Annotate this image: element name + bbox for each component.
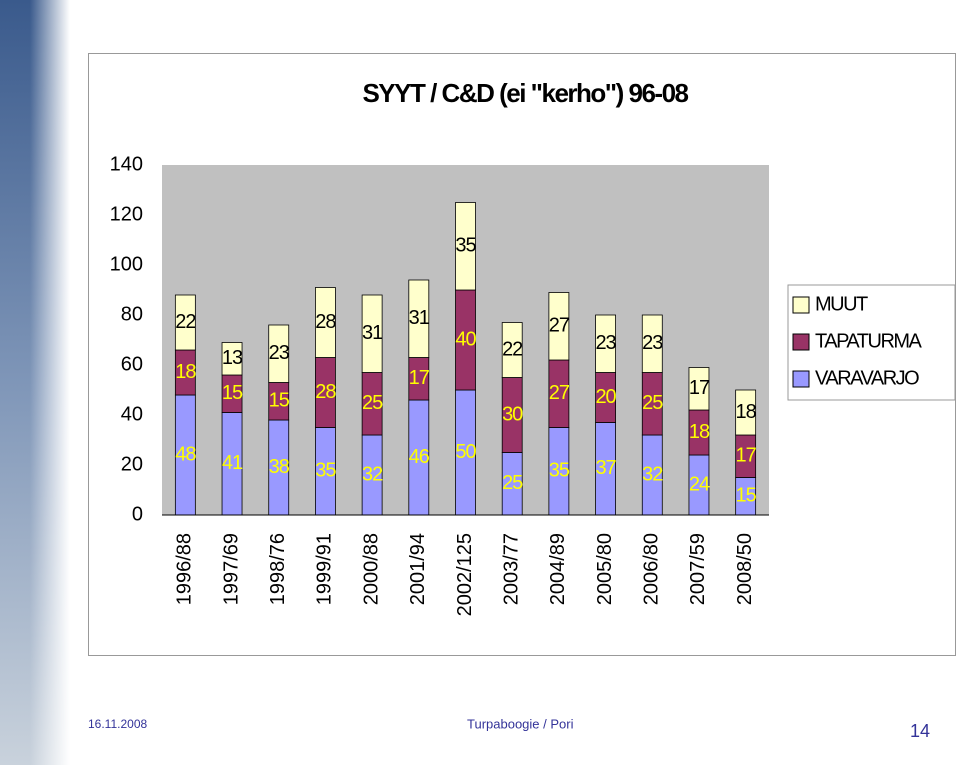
bar-segment [501, 322, 523, 378]
x-tick-label: 2006/80 [641, 533, 663, 605]
data-label: 32 [642, 463, 663, 485]
footer-date: 16.11.2008 [88, 717, 147, 731]
legend-label: TAPATURMA [815, 330, 923, 352]
chart-title: SYYT / C&D (ei "kerho") 96-08 [362, 78, 688, 108]
data-label: 35 [455, 235, 476, 257]
data-label: 40 [455, 328, 476, 350]
data-label: 18 [175, 361, 196, 383]
data-label: 27 [549, 382, 570, 404]
data-label: 46 [409, 446, 430, 468]
bar-segment [408, 279, 430, 358]
x-tick-label: 1996/88 [174, 533, 196, 605]
legend-swatch [792, 296, 810, 314]
data-label: 35 [549, 460, 570, 482]
y-tick-label: 100 [110, 253, 143, 275]
data-label: 28 [315, 381, 336, 403]
y-tick-label: 140 [110, 153, 143, 175]
data-label: 23 [269, 342, 290, 364]
data-label: 17 [409, 367, 430, 389]
bar-segment [361, 294, 383, 373]
legend-label: MUUT [815, 293, 868, 315]
data-label: 35 [315, 460, 336, 482]
x-tick-label: 1998/76 [267, 533, 289, 605]
data-label: 25 [642, 392, 663, 414]
legend-label: VARAVARJO [815, 367, 919, 389]
data-label: 28 [315, 311, 336, 333]
data-label: 30 [502, 403, 523, 425]
x-tick-label: 1999/91 [314, 533, 336, 605]
y-tick-label: 40 [121, 403, 143, 425]
data-label: 15 [736, 485, 757, 507]
data-label: 23 [642, 332, 663, 354]
data-label: 23 [595, 332, 616, 354]
bar-segment [688, 367, 710, 411]
y-tick-label: 80 [121, 303, 143, 325]
data-label: 22 [502, 338, 523, 360]
data-label: 17 [736, 445, 757, 467]
x-tick-label: 2003/77 [500, 533, 522, 605]
data-label: 32 [362, 463, 383, 485]
x-tick-label: 2007/59 [687, 533, 709, 605]
bar-segment [268, 324, 290, 383]
data-label: 41 [222, 452, 243, 474]
data-label: 22 [175, 311, 196, 333]
x-tick-label: 2005/80 [594, 533, 616, 605]
data-label: 31 [409, 307, 430, 329]
data-label: 15 [269, 390, 290, 412]
bar-segment [548, 292, 570, 361]
sky-fade [30, 0, 70, 765]
data-label: 31 [362, 322, 383, 344]
x-tick-label: 2000/88 [360, 533, 382, 605]
bar-segment [315, 287, 336, 358]
data-label: 25 [502, 472, 523, 494]
data-label: 17 [689, 377, 710, 399]
bar-segment [595, 314, 616, 373]
data-label: 24 [689, 473, 710, 495]
data-label: 38 [269, 456, 290, 478]
data-label: 50 [455, 441, 476, 463]
y-tick-label: 120 [110, 203, 143, 225]
page-number: 14 [910, 721, 930, 741]
data-label: 18 [689, 421, 710, 443]
data-label: 13 [222, 347, 243, 369]
x-tick-label: 1997/69 [220, 533, 242, 605]
x-tick-label: 2002/125 [454, 533, 476, 616]
data-label: 20 [595, 386, 616, 408]
data-label: 25 [362, 392, 383, 414]
bar-segment [641, 314, 663, 373]
data-label: 27 [549, 315, 570, 337]
data-label: 48 [175, 443, 196, 465]
bar-segment [174, 294, 196, 351]
bar-segment [221, 342, 243, 376]
y-tick-label: 60 [121, 353, 143, 375]
legend-swatch [792, 333, 810, 351]
legend-box [787, 284, 956, 401]
legend-swatch [792, 370, 810, 388]
data-label: 37 [595, 457, 616, 479]
bar-segment [455, 202, 476, 291]
data-label: 18 [736, 401, 757, 423]
data-label: 15 [222, 382, 243, 404]
y-tick-label: 20 [121, 453, 143, 475]
bar-segment [735, 389, 757, 436]
x-tick-label: 2001/94 [407, 533, 429, 605]
x-tick-label: 2004/89 [547, 533, 569, 605]
footer-source: Turpaboogie / Pori [467, 716, 574, 731]
y-tick-label: 0 [132, 503, 143, 525]
x-tick-label: 2008/50 [734, 533, 756, 605]
